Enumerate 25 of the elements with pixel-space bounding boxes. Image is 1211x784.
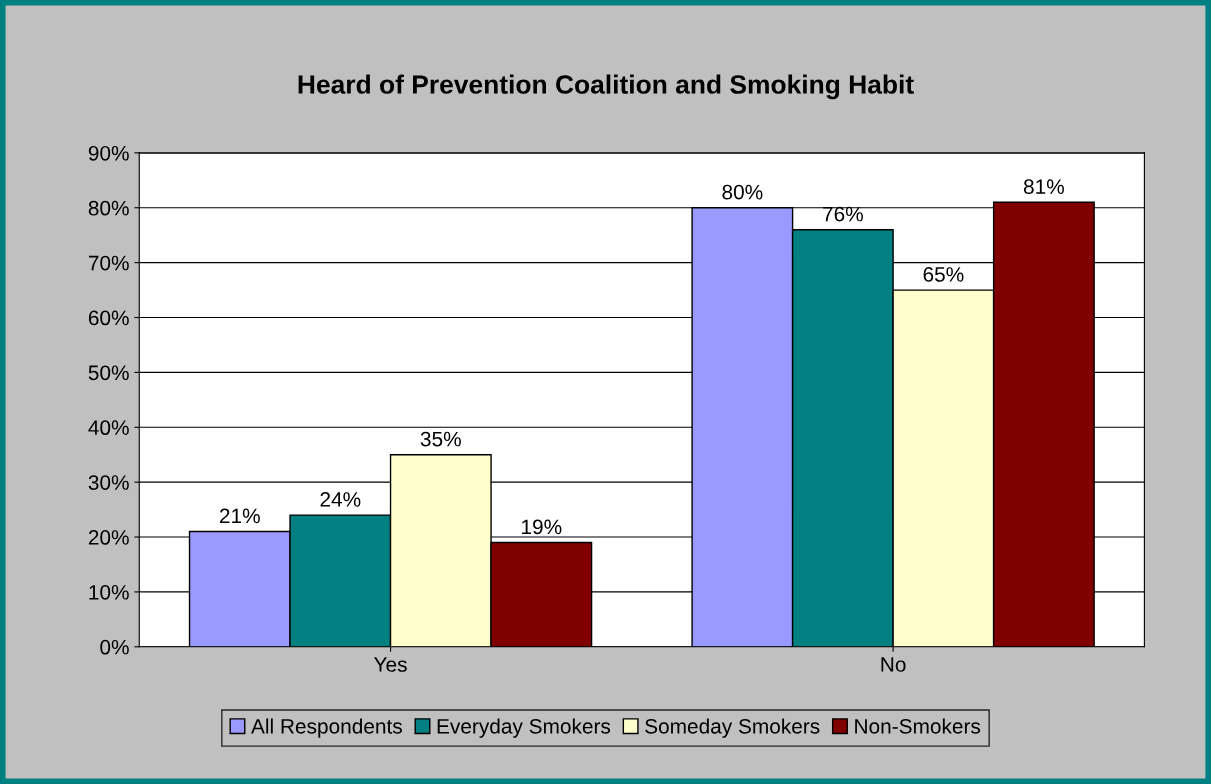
- x-tick-label: No: [881, 657, 906, 672]
- y-tick-label: 60%: [88, 310, 129, 326]
- data-label: 80%: [722, 184, 763, 200]
- data-label: 65%: [923, 267, 964, 282]
- y-tick-label: 40%: [88, 420, 129, 436]
- y-tick-label: 0%: [100, 639, 129, 655]
- legend-label: Non-Smokers: [855, 718, 981, 734]
- y-tick-label: 10%: [89, 584, 129, 600]
- legend-label: All Respondents: [251, 718, 402, 738]
- chart-title: Heard of Prevention Coalition and Smoking Habit: [298, 74, 914, 100]
- y-tick-label: 20%: [88, 530, 129, 545]
- legend-label: Someday Smokers: [645, 718, 820, 738]
- y-tick-label: 80%: [88, 200, 129, 216]
- data-label: 81%: [1023, 179, 1064, 194]
- data-label: 24%: [320, 492, 361, 507]
- y-tick-label: 90%: [88, 145, 129, 161]
- data-label: 19%: [522, 519, 562, 535]
- data-label: 21%: [219, 508, 260, 524]
- data-label: 76%: [823, 206, 863, 222]
- y-tick-label: 50%: [88, 365, 129, 381]
- x-tick-label: Yes: [374, 657, 407, 672]
- y-tick-label: 30%: [88, 475, 129, 490]
- legend-label: Everyday Smokers: [437, 718, 611, 738]
- data-label: 35%: [420, 431, 461, 447]
- y-tick-label: 70%: [88, 255, 129, 271]
